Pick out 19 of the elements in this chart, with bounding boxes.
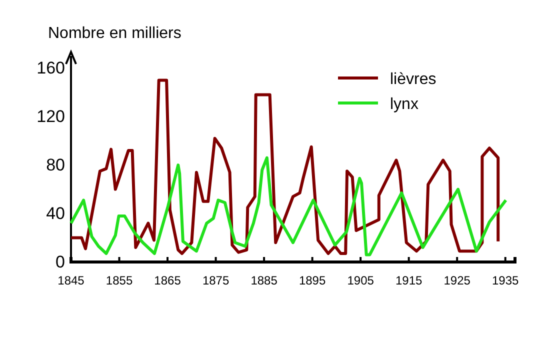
x-tick-label: 1895 xyxy=(298,274,326,288)
y-axis-title: Nombre en milliers xyxy=(48,25,182,42)
y-tick-label: 40 xyxy=(46,204,65,223)
y-tick-label: 160 xyxy=(36,58,65,78)
x-tick-label: 1865 xyxy=(154,274,182,288)
x-tick-label: 1885 xyxy=(250,274,278,288)
x-tick-label: 1875 xyxy=(202,274,230,288)
line-series xyxy=(70,156,508,256)
x-tick-label: 1935 xyxy=(492,274,520,288)
y-tick-label: 80 xyxy=(46,156,65,174)
x-tick-label: 1855 xyxy=(106,274,133,288)
x-tick-label: 1925 xyxy=(444,274,471,288)
x-tick-label: 1845 xyxy=(58,274,85,288)
legend-label: lièvres xyxy=(390,71,436,88)
x-tick-label: 1915 xyxy=(395,274,422,288)
y-tick-label: 0 xyxy=(56,252,65,272)
y-tick-label: 120 xyxy=(36,107,65,126)
x-tick-label: 1905 xyxy=(347,274,374,288)
legend-label: lynx xyxy=(390,96,418,113)
